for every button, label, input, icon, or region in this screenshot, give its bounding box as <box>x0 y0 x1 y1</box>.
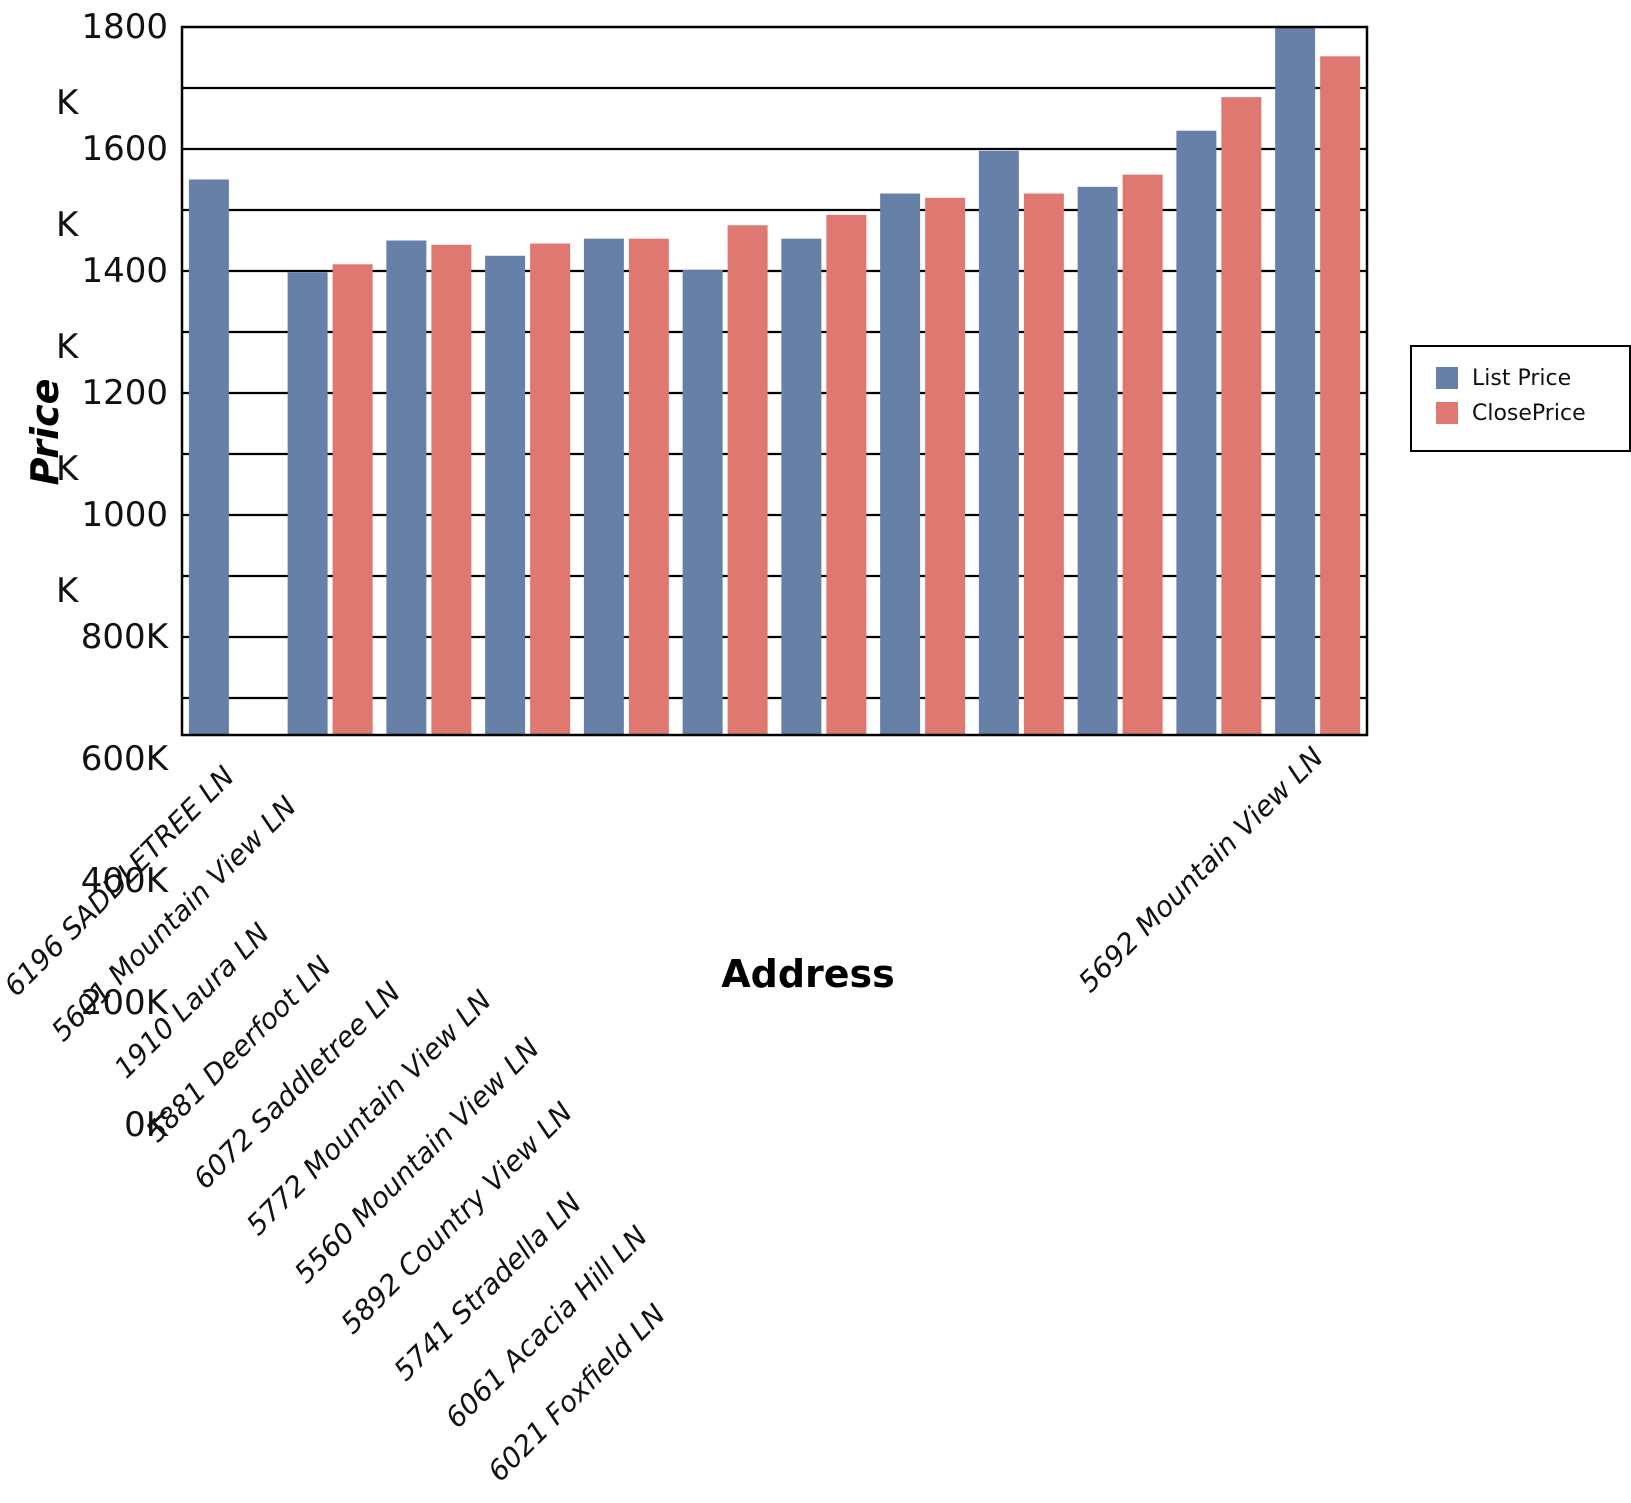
y-axis-title: Price <box>23 379 67 486</box>
y-tick-label: 400K <box>81 861 170 901</box>
y-tick-labels: 0K200K400K600K800K1000K1200K1400K1600K18… <box>56 7 170 1145</box>
bar-close-price <box>925 197 966 736</box>
svg-text:1000: 1000 <box>81 495 168 535</box>
bar-list-price <box>682 269 723 735</box>
bar-list-price <box>781 238 822 736</box>
legend-entry: List Price <box>1472 366 1571 391</box>
bar-list-price <box>485 255 526 735</box>
bar-close-price <box>628 238 669 736</box>
legend-entry: ClosePrice <box>1472 401 1586 426</box>
legend: List Price ClosePrice <box>1410 345 1631 452</box>
y-tick-label: 0K <box>124 1105 170 1145</box>
x-axis-title: Address <box>721 952 895 996</box>
svg-text:0K: 0K <box>124 1105 170 1145</box>
svg-text:800K: 800K <box>81 617 170 657</box>
bar-close-price <box>1023 193 1064 735</box>
grid-lines <box>182 86 1367 700</box>
bar-list-price <box>583 238 624 736</box>
y-tick-label: 200K <box>81 983 170 1023</box>
svg-text:200K: 200K <box>81 983 170 1023</box>
y-tick-label: 800K <box>81 617 170 657</box>
bar-list-price <box>880 193 921 735</box>
bar-list-price <box>386 240 427 735</box>
bar-close-price <box>431 244 472 735</box>
bar-close-price <box>332 264 373 735</box>
svg-text:K: K <box>56 327 80 367</box>
bar-list-price <box>978 150 1019 735</box>
svg-text:1800: 1800 <box>81 7 168 47</box>
bar-close-price <box>530 243 571 736</box>
bar-list-price <box>1077 186 1118 735</box>
svg-text:600K: 600K <box>81 739 170 779</box>
bar-close-price <box>1320 56 1361 735</box>
svg-text:K: K <box>56 83 80 123</box>
bar-list-price <box>287 272 328 735</box>
svg-text:1200: 1200 <box>81 373 168 413</box>
svg-text:1600: 1600 <box>81 129 168 169</box>
bars <box>188 27 1361 736</box>
bar-close-price <box>1221 97 1262 735</box>
bar-close-price <box>826 214 867 735</box>
bar-list-price <box>1275 27 1316 735</box>
y-tick-label: 600K <box>81 739 170 779</box>
svg-text:K: K <box>56 449 80 489</box>
legend-swatch <box>1436 402 1458 424</box>
legend-swatch <box>1436 367 1458 389</box>
svg-text:K: K <box>56 205 80 245</box>
bar-list-price <box>1176 130 1217 735</box>
svg-text:400K: 400K <box>81 861 170 901</box>
bar-close-price <box>727 225 768 735</box>
svg-text:1400: 1400 <box>81 251 168 291</box>
bar-close-price <box>1122 174 1163 735</box>
bar-list-price <box>188 179 229 735</box>
legend-box <box>1410 345 1631 452</box>
plot-frame <box>180 25 1369 737</box>
svg-text:K: K <box>56 571 80 611</box>
